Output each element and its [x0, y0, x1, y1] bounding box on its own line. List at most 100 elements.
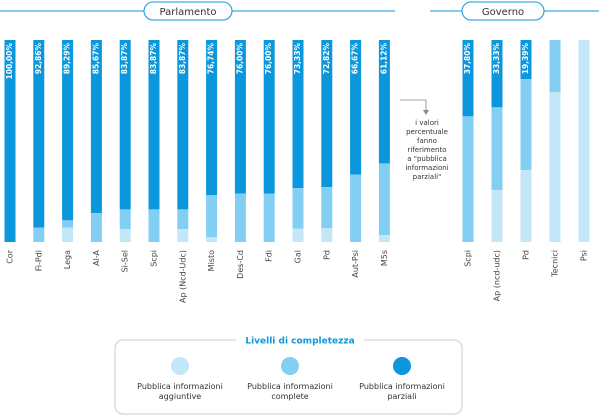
legend-swatch: [171, 357, 189, 375]
legend-label: Pubblica informazioni parziali: [359, 382, 445, 401]
value-label: 83,87%: [149, 43, 158, 75]
bar-segment: [33, 227, 45, 242]
value-label: 61,12%: [379, 43, 388, 75]
x-tick-label: Al-A: [92, 249, 101, 265]
legend-title: Livelli di completezza: [245, 337, 354, 347]
bar-segment: [177, 228, 189, 242]
value-label: 76,00%: [235, 43, 244, 75]
x-tick-label: Cor: [6, 249, 15, 263]
bar-segment: [206, 237, 218, 242]
value-label: 92,86%: [34, 43, 43, 75]
panel-title-box: [461, 1, 545, 21]
bar-segment: [148, 209, 160, 242]
legend-swatch: [393, 357, 411, 375]
value-label: 85,67%: [91, 43, 100, 75]
x-tick-label: Psi: [580, 250, 589, 261]
panel-title-box: [143, 1, 233, 21]
bar-segment: [206, 195, 218, 238]
bar-segment: [148, 40, 160, 210]
bar-segment: [292, 228, 304, 242]
annotation-arrowhead: [423, 110, 429, 115]
x-tick-label: Gal: [294, 250, 303, 263]
bar-segment: [378, 40, 390, 164]
x-tick-label: Ap (ncd-udc): [493, 250, 502, 301]
annotation: riferimento: [407, 146, 446, 154]
annotation: i valori: [415, 119, 439, 127]
bar-segment: [234, 193, 246, 242]
bar-segment: [491, 40, 503, 108]
bar-segment: [549, 40, 561, 93]
legend-box: [114, 339, 463, 415]
legend-label: Pubblica informazioni aggiuntive: [137, 382, 223, 401]
value-label: 76,00%: [264, 43, 273, 75]
bar-segment: [462, 116, 474, 242]
bar-segment: [292, 188, 304, 229]
bar-segment: [119, 209, 131, 229]
annotation: parziali": [413, 173, 442, 181]
bar-segment: [90, 40, 102, 214]
x-tick-label: Fi-Pdl: [34, 250, 43, 271]
value-label: 37,80%: [463, 43, 472, 75]
bar-segment: [321, 228, 333, 242]
x-tick-label: Aut-Psi: [351, 250, 360, 278]
bar-segment: [491, 107, 503, 191]
bar-segment: [119, 228, 131, 242]
bar-segment: [350, 174, 362, 242]
value-label: 83,87%: [178, 43, 187, 75]
x-tick-label: Scpi: [150, 250, 159, 267]
annotation: a "pubblica: [407, 155, 447, 163]
bar-segment: [549, 92, 561, 242]
value-label: 33,33%: [492, 43, 501, 75]
bar-segment: [462, 40, 474, 117]
value-label: 19,39%: [521, 43, 530, 75]
bar-segment: [62, 40, 74, 221]
bar-segment: [520, 170, 532, 242]
bar-segment: [62, 220, 74, 228]
bar-segment: [321, 40, 333, 188]
x-tick-label: Pd: [522, 250, 531, 260]
bar-segment: [578, 40, 590, 242]
value-label: 89,29%: [63, 43, 72, 75]
x-tick-label: Pd: [322, 250, 331, 260]
value-label: 66,67%: [351, 43, 360, 75]
bar-segment: [378, 163, 390, 236]
legend-swatch: [281, 357, 299, 375]
annotation: percentuale: [406, 128, 448, 136]
value-label: 73,33%: [293, 43, 302, 75]
x-tick-label: Misto: [207, 250, 216, 271]
x-tick-label: M5s: [380, 250, 389, 266]
bar-segment: [520, 40, 532, 80]
annotation: fanno: [417, 137, 437, 145]
bar-segment: [90, 213, 102, 242]
bar-segment: [4, 40, 16, 242]
bar-segment: [177, 209, 189, 229]
legend-title-bg: [236, 334, 364, 346]
bar-segment: [33, 40, 45, 228]
bar-segment: [321, 187, 333, 229]
bar-segment: [177, 40, 189, 210]
bar-segment: [62, 227, 74, 242]
x-tick-label: Tecnici: [551, 250, 560, 278]
bar-segment: [263, 193, 275, 242]
panel-title: Parlamento: [160, 7, 217, 18]
value-label: 100,00%: [5, 43, 14, 80]
annotation: informazioni: [405, 164, 448, 172]
legend-label: Pubblica informazioni complete: [247, 382, 333, 401]
value-label: 76,74%: [207, 43, 216, 75]
bar-segment: [491, 190, 503, 242]
bar-segment: [206, 40, 218, 196]
x-tick-label: Ap (Ncd-Udc): [178, 250, 187, 303]
annotation-arrow: [400, 99, 427, 112]
x-tick-label: Si-Sel: [121, 250, 130, 272]
x-tick-label: Fdi: [265, 250, 274, 262]
panel-title: Governo: [482, 7, 524, 18]
bar-segment: [263, 40, 275, 194]
x-tick-label: Scpi: [464, 250, 473, 267]
bar-segment: [520, 79, 532, 171]
value-label: 72,82%: [322, 43, 331, 75]
x-tick-label: Des-Cd: [236, 250, 245, 279]
value-label: 83,87%: [120, 43, 129, 75]
bar-segment: [234, 40, 246, 194]
bar-segment: [119, 40, 131, 210]
